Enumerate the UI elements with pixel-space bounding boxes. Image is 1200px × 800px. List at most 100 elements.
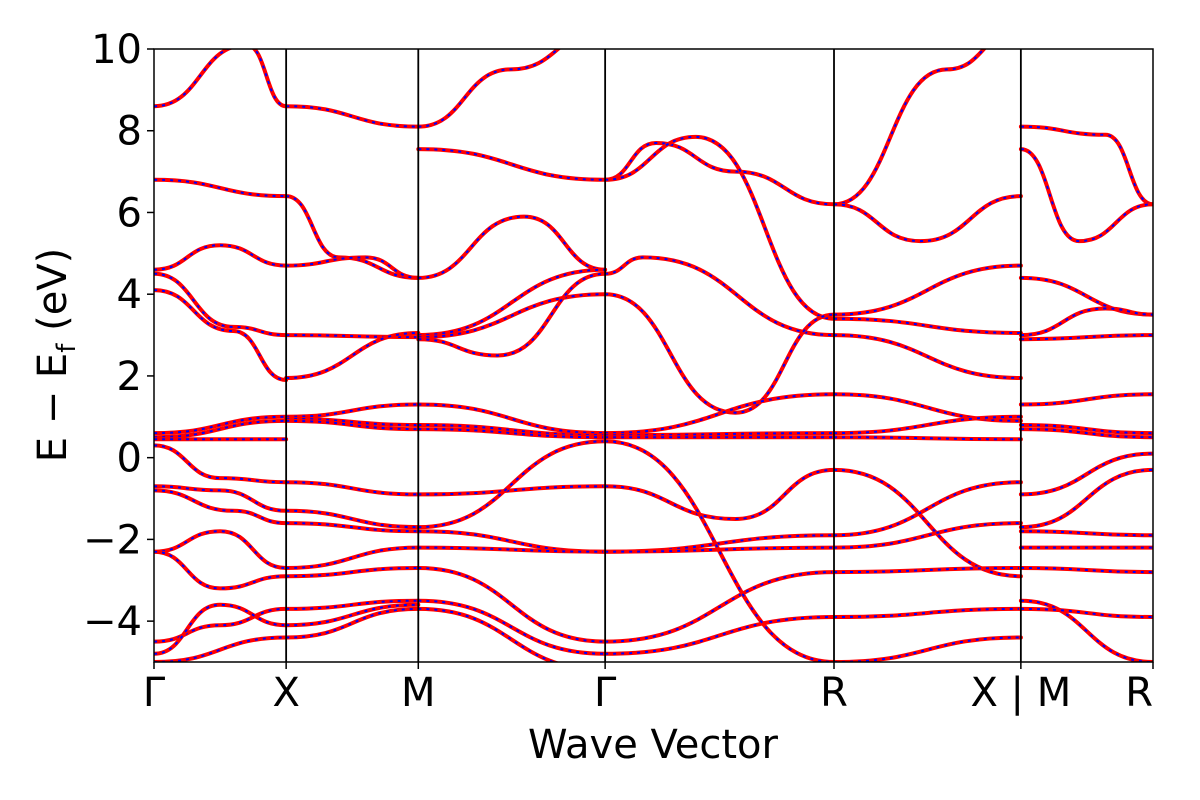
y-tick-label: 8 — [117, 109, 142, 155]
band-line-dashed — [154, 49, 287, 108]
band-line-solid — [284, 545, 421, 570]
band-28 — [284, 545, 421, 570]
band-39 — [416, 402, 608, 436]
band-66 — [832, 333, 1023, 380]
band-line-dashed — [1020, 148, 1153, 243]
band-1 — [154, 177, 289, 199]
band-line-dashed — [833, 468, 1021, 578]
band-line-dashed — [418, 272, 606, 357]
band-line-solid — [154, 529, 289, 570]
band-67 — [832, 392, 1023, 423]
band-46 — [416, 566, 608, 644]
band-line-dashed — [286, 256, 419, 279]
band-line-dashed — [154, 178, 287, 198]
band-line-dashed — [418, 293, 606, 339]
y-tick-label: 2 — [117, 354, 142, 400]
y-axis-ticks: −4 −2 0 2 4 6 8 10 — [83, 27, 154, 645]
band-2 — [154, 243, 289, 272]
band-line-dashed — [1020, 334, 1153, 341]
band-line-dashed — [286, 417, 419, 426]
band-36 — [416, 267, 608, 338]
y-tick-label: −4 — [83, 599, 142, 645]
band-20 — [284, 333, 421, 340]
band-59 — [603, 570, 836, 644]
band-10 — [154, 488, 289, 526]
band-88 — [1018, 566, 1153, 575]
band-38 — [416, 271, 608, 358]
band-line-dashed — [605, 534, 835, 553]
band-line-dashed — [833, 49, 986, 206]
band-24 — [284, 418, 421, 432]
band-22 — [284, 402, 421, 419]
band-line-dashed — [154, 603, 287, 655]
band-line-solid — [832, 566, 1023, 575]
band-line-dashed — [605, 616, 835, 655]
band-line-solid — [832, 316, 1023, 335]
band-line-solid — [832, 49, 987, 207]
band-line-dashed — [1020, 307, 1153, 337]
band-75 — [832, 635, 1023, 662]
band-line-dashed — [418, 599, 606, 655]
plot-frame — [153, 48, 1154, 663]
band-line-solid — [416, 427, 608, 440]
band-16 — [154, 49, 289, 109]
band-line-dashed — [154, 419, 287, 439]
high-symmetry-lines — [285, 49, 1022, 662]
band-line-dashed — [286, 481, 419, 496]
y-axis-title-suffix: (eV) — [30, 248, 76, 344]
band-11 — [154, 529, 289, 570]
band-line-dashed — [286, 509, 419, 529]
band-line-solid — [284, 104, 421, 129]
band-line-solid — [832, 194, 1023, 244]
x-tick-label: Γ — [594, 670, 617, 716]
band-31 — [284, 602, 421, 628]
band-74 — [832, 606, 1023, 619]
x-axis-title: Wave Vector — [528, 722, 779, 768]
band-line-dashed — [286, 419, 419, 431]
band-line-dashed — [286, 105, 419, 128]
band-81 — [1018, 392, 1153, 407]
band-line-solid — [603, 392, 836, 436]
band-line-dashed — [1020, 428, 1153, 439]
y-tick-label: −2 — [83, 517, 142, 563]
band-line-solid — [154, 635, 289, 662]
band-line-dashed — [154, 272, 287, 337]
band-47 — [416, 598, 608, 656]
band-line-solid — [416, 402, 608, 436]
band-34 — [416, 147, 608, 182]
band-line-dashed — [1020, 530, 1153, 537]
band-line-dashed — [1020, 468, 1153, 529]
band-54 — [603, 431, 836, 438]
band-83 — [1018, 427, 1153, 440]
band-line-dashed — [605, 571, 835, 643]
band-82 — [1018, 423, 1153, 436]
band-line-solid — [416, 267, 608, 338]
y-tick-label: 6 — [117, 190, 142, 236]
band-line-dashed — [833, 481, 1021, 537]
band-line-dashed — [418, 148, 606, 181]
band-32 — [284, 606, 421, 640]
band-line-solid — [1018, 306, 1153, 338]
band-19 — [284, 255, 421, 280]
band-line-solid — [1018, 147, 1153, 244]
band-lines — [154, 49, 1153, 662]
band-line-dashed — [154, 489, 287, 525]
band-41 — [416, 427, 608, 440]
band-15 — [154, 635, 289, 662]
band-50 — [603, 134, 836, 321]
band-5 — [154, 414, 289, 436]
x-axis-ticks: Γ X M Γ R X | M R — [143, 662, 1154, 716]
band-line-solid — [832, 521, 1023, 550]
band-line-dashed — [154, 485, 287, 512]
band-89 — [1018, 598, 1153, 662]
band-line-dashed — [1020, 393, 1153, 406]
band-29 — [284, 566, 421, 579]
y-axis-title: E − Ef (eV) — [30, 248, 82, 463]
band-23 — [284, 416, 421, 427]
x-tick-label: M — [401, 670, 436, 716]
band-90 — [1018, 606, 1153, 619]
band-25 — [284, 480, 421, 497]
band-62 — [832, 49, 987, 207]
band-52 — [603, 292, 836, 415]
